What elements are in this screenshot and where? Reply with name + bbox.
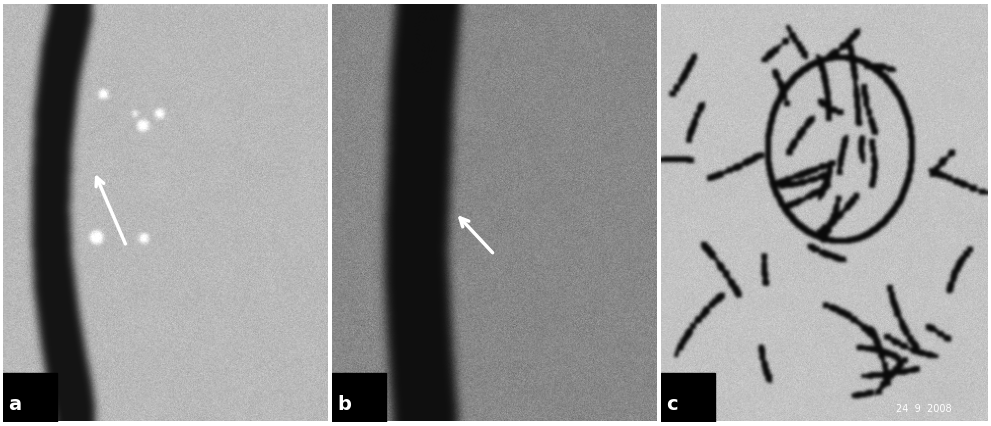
Bar: [332, 373, 386, 422]
Bar: [3, 373, 57, 422]
Text: c: c: [666, 395, 678, 414]
Text: b: b: [337, 395, 351, 414]
Text: 24  9  2008: 24 9 2008: [897, 403, 952, 414]
Bar: [661, 373, 716, 422]
Text: a: a: [8, 395, 21, 414]
